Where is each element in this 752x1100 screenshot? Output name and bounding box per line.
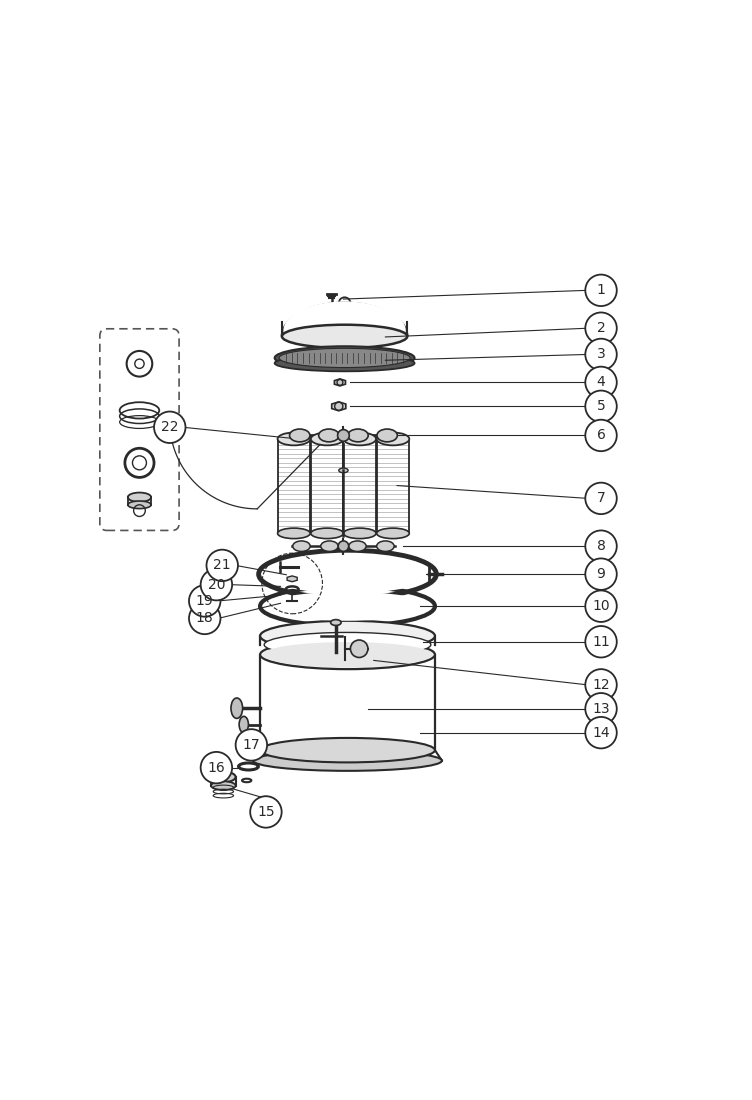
- Ellipse shape: [264, 632, 431, 657]
- Text: 17: 17: [243, 738, 260, 752]
- Text: 15: 15: [257, 805, 274, 818]
- Text: 20: 20: [208, 578, 225, 592]
- Circle shape: [585, 591, 617, 622]
- Circle shape: [585, 693, 617, 725]
- Circle shape: [201, 752, 232, 783]
- Ellipse shape: [238, 746, 262, 754]
- Text: 8: 8: [596, 539, 605, 553]
- Circle shape: [585, 312, 617, 344]
- Circle shape: [585, 717, 617, 748]
- Text: 9: 9: [596, 568, 605, 581]
- Ellipse shape: [284, 301, 406, 360]
- Text: 10: 10: [593, 600, 610, 613]
- Ellipse shape: [260, 620, 435, 651]
- Text: 1: 1: [596, 284, 605, 297]
- Ellipse shape: [320, 541, 338, 551]
- Circle shape: [585, 530, 617, 562]
- Ellipse shape: [274, 346, 414, 370]
- Ellipse shape: [338, 469, 348, 473]
- Circle shape: [154, 411, 186, 443]
- Circle shape: [201, 569, 232, 601]
- Ellipse shape: [344, 528, 376, 539]
- Ellipse shape: [331, 619, 341, 626]
- Ellipse shape: [265, 554, 431, 593]
- Ellipse shape: [266, 592, 429, 620]
- Text: 3: 3: [596, 348, 605, 362]
- Ellipse shape: [128, 500, 151, 508]
- Text: 14: 14: [593, 726, 610, 739]
- Ellipse shape: [239, 716, 248, 733]
- Circle shape: [585, 366, 617, 398]
- Circle shape: [189, 603, 220, 635]
- Ellipse shape: [349, 541, 366, 551]
- Text: 19: 19: [196, 594, 214, 608]
- Circle shape: [189, 585, 220, 617]
- Text: 21: 21: [214, 559, 231, 572]
- Circle shape: [338, 541, 349, 551]
- Ellipse shape: [311, 528, 344, 539]
- Circle shape: [585, 339, 617, 371]
- Circle shape: [585, 626, 617, 658]
- Text: 7: 7: [596, 492, 605, 505]
- Text: 6: 6: [596, 428, 605, 442]
- Ellipse shape: [290, 429, 310, 442]
- Ellipse shape: [277, 432, 311, 446]
- Circle shape: [207, 550, 238, 581]
- Circle shape: [585, 483, 617, 514]
- Polygon shape: [332, 402, 346, 410]
- Circle shape: [585, 669, 617, 701]
- Text: 11: 11: [592, 635, 610, 649]
- Circle shape: [585, 559, 617, 590]
- Ellipse shape: [211, 772, 235, 782]
- Text: 4: 4: [596, 375, 605, 389]
- Text: 2: 2: [596, 321, 605, 336]
- Ellipse shape: [311, 432, 344, 446]
- Ellipse shape: [377, 432, 409, 446]
- Circle shape: [585, 390, 617, 422]
- Ellipse shape: [253, 750, 442, 771]
- Ellipse shape: [277, 528, 311, 539]
- Ellipse shape: [377, 429, 397, 442]
- Ellipse shape: [211, 781, 235, 790]
- Polygon shape: [335, 378, 345, 386]
- Circle shape: [585, 275, 617, 306]
- Circle shape: [235, 729, 267, 760]
- Ellipse shape: [231, 698, 243, 718]
- Text: 18: 18: [196, 612, 214, 626]
- Ellipse shape: [238, 737, 262, 747]
- Ellipse shape: [377, 541, 394, 551]
- Text: 5: 5: [596, 399, 605, 414]
- Circle shape: [338, 430, 349, 441]
- Text: 13: 13: [593, 702, 610, 716]
- Text: 22: 22: [161, 420, 178, 434]
- Ellipse shape: [279, 349, 410, 367]
- Ellipse shape: [262, 642, 432, 667]
- Circle shape: [250, 796, 282, 827]
- Polygon shape: [287, 576, 297, 582]
- Ellipse shape: [319, 429, 339, 442]
- Ellipse shape: [128, 493, 151, 502]
- Circle shape: [350, 640, 368, 658]
- Ellipse shape: [274, 355, 414, 372]
- Circle shape: [585, 420, 617, 451]
- Ellipse shape: [282, 324, 408, 348]
- Ellipse shape: [260, 640, 435, 669]
- Ellipse shape: [377, 528, 409, 539]
- Ellipse shape: [348, 429, 368, 442]
- Ellipse shape: [293, 541, 311, 551]
- Ellipse shape: [344, 432, 376, 446]
- Text: 16: 16: [208, 760, 226, 774]
- Ellipse shape: [260, 738, 435, 762]
- Text: 12: 12: [593, 678, 610, 692]
